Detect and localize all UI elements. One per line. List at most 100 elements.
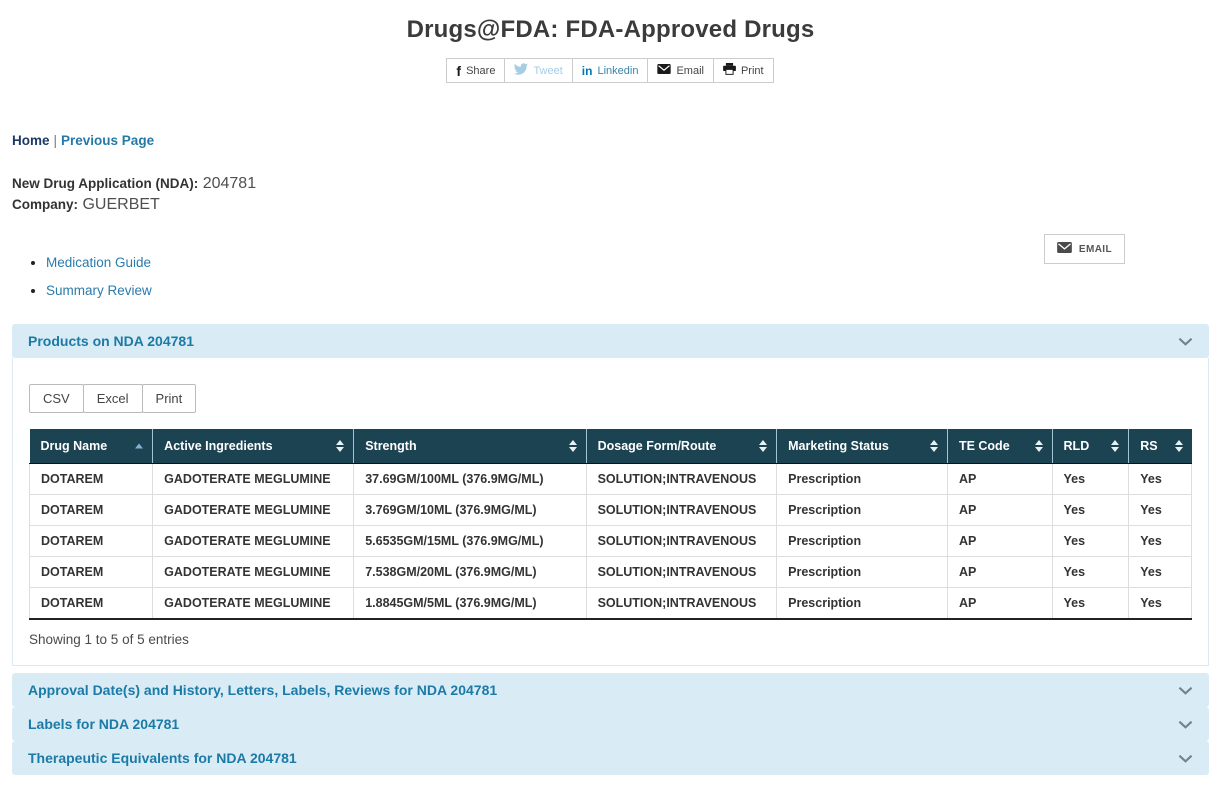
- quick-links-list: Medication Guide Summary Review: [46, 255, 1221, 298]
- products-table: Drug Name Active Ingredients Strength Dosag…: [28, 429, 1192, 620]
- nda-value: 204781: [202, 175, 257, 192]
- list-item: Summary Review: [46, 283, 1221, 298]
- tweet-label: Tweet: [533, 64, 563, 77]
- list-item: Medication Guide: [46, 255, 1221, 270]
- accordion-title: Approval Date(s) and History, Letters, L…: [28, 682, 498, 698]
- table-cell: 7.538GM/20ML (376.9MG/ML): [353, 556, 587, 588]
- breadcrumb: Home | Previous Page: [12, 133, 1221, 148]
- table-cell: Yes: [1051, 494, 1130, 526]
- linkedin-share-button[interactable]: in Linkedin: [571, 58, 649, 83]
- csv-export-button[interactable]: CSV: [29, 384, 84, 413]
- table-cell: DOTAREM: [28, 556, 154, 588]
- previous-page-link[interactable]: Previous Page: [61, 133, 155, 148]
- accordion-approval-header[interactable]: Approval Date(s) and History, Letters, L…: [12, 673, 1209, 707]
- printer-icon: [723, 63, 736, 78]
- medication-guide-link[interactable]: Medication Guide: [46, 255, 152, 270]
- table-cell: AP: [946, 463, 1053, 495]
- excel-export-button[interactable]: Excel: [82, 384, 143, 413]
- chevron-down-icon: [1178, 686, 1193, 695]
- table-cell: AP: [946, 494, 1053, 526]
- table-row: DOTAREM GADOTERATE MEGLUMINE 7.538GM/20ML …: [28, 556, 1192, 588]
- table-cell: Yes: [1051, 556, 1130, 588]
- linkedin-label: Linkedin: [597, 64, 639, 77]
- table-cell: Yes: [1128, 463, 1192, 495]
- twitter-tweet-button[interactable]: Tweet: [504, 58, 573, 83]
- breadcrumb-separator: |: [53, 133, 58, 148]
- accordion-therapeutic-header[interactable]: Therapeutic Equivalents for NDA 204781: [12, 741, 1209, 775]
- chevron-down-icon: [1178, 337, 1193, 346]
- accordion-labels-header[interactable]: Labels for NDA 204781: [12, 707, 1209, 741]
- share-button-row: f Share Tweet in Linkedin Email Print: [0, 58, 1221, 83]
- table-header-row: Drug Name Active Ingredients Strength Dosag…: [29, 429, 1192, 464]
- table-row: DOTAREM GADOTERATE MEGLUMINE 5.6535GM/15ML…: [28, 525, 1192, 557]
- column-header-rld[interactable]: RLD: [1052, 429, 1130, 464]
- column-header-rs[interactable]: RS: [1128, 429, 1192, 464]
- home-link[interactable]: Home: [12, 133, 50, 148]
- facebook-share-button[interactable]: f Share: [446, 58, 506, 83]
- table-cell: Prescription: [776, 463, 948, 495]
- column-header-strength[interactable]: Strength: [353, 429, 587, 464]
- table-cell: SOLUTION;INTRAVENOUS: [585, 494, 778, 526]
- email-share-button[interactable]: Email: [647, 58, 714, 83]
- table-cell: Yes: [1128, 587, 1192, 620]
- export-button-group: CSV Excel Print: [29, 384, 1192, 413]
- accordion-title: Therapeutic Equivalents for NDA 204781: [28, 750, 297, 766]
- table-cell: AP: [946, 525, 1053, 557]
- sort-icon: [336, 440, 345, 452]
- twitter-icon: [514, 63, 529, 78]
- table-cell: 1.8845GM/5ML (376.9MG/ML): [353, 587, 587, 620]
- table-cell: GADOTERATE MEGLUMINE: [152, 556, 355, 588]
- sort-ascending-icon: [135, 443, 144, 449]
- table-cell: Yes: [1128, 525, 1192, 557]
- chevron-down-icon: [1178, 720, 1193, 729]
- table-cell: Yes: [1128, 556, 1192, 588]
- table-cell: SOLUTION;INTRAVENOUS: [585, 587, 778, 620]
- email-share-label: Email: [676, 64, 704, 77]
- sort-icon: [929, 440, 938, 452]
- sort-icon: [1034, 440, 1043, 452]
- table-row: DOTAREM GADOTERATE MEGLUMINE 1.8845GM/5ML …: [28, 587, 1192, 620]
- share-label: Share: [466, 64, 496, 77]
- email-button-label: EMAIL: [1078, 243, 1112, 255]
- application-meta: New Drug Application (NDA): 204781 Compa…: [12, 174, 1221, 215]
- print-share-button[interactable]: Print: [712, 58, 774, 83]
- print-label: Print: [740, 64, 764, 77]
- envelope-icon: [1057, 242, 1072, 256]
- accordion-area: Products on NDA 204781 CSV Excel Print D…: [12, 324, 1209, 775]
- table-cell: AP: [946, 587, 1053, 620]
- accordion-title: Labels for NDA 204781: [28, 716, 180, 732]
- table-cell: Yes: [1128, 494, 1192, 526]
- table-cell: 5.6535GM/15ML (376.9MG/ML): [353, 525, 587, 557]
- print-export-button[interactable]: Print: [141, 384, 197, 413]
- column-header-marketing-status[interactable]: Marketing Status: [776, 429, 948, 464]
- table-cell: Yes: [1051, 525, 1130, 557]
- company-value: GUERBET: [82, 196, 160, 213]
- column-header-active-ingredients[interactable]: Active Ingredients: [152, 429, 355, 464]
- table-cell: GADOTERATE MEGLUMINE: [152, 587, 355, 620]
- column-header-dosage-form-route[interactable]: Dosage Form/Route: [586, 429, 778, 464]
- table-cell: DOTAREM: [28, 587, 154, 620]
- facebook-icon: f: [456, 62, 462, 79]
- table-row: DOTAREM GADOTERATE MEGLUMINE 37.69GM/100ML…: [28, 463, 1192, 495]
- table-cell: Prescription: [776, 525, 948, 557]
- table-cell: DOTAREM: [28, 525, 154, 557]
- products-table-body: DOTAREM GADOTERATE MEGLUMINE 37.69GM/100ML…: [28, 463, 1192, 620]
- sort-icon: [1174, 440, 1183, 452]
- table-cell: Yes: [1051, 463, 1130, 495]
- sort-icon: [568, 440, 577, 452]
- envelope-icon: [657, 64, 672, 77]
- company-label: Company:: [12, 197, 79, 212]
- column-header-te-code[interactable]: TE Code: [947, 429, 1053, 464]
- column-header-drug-name[interactable]: Drug Name: [29, 429, 154, 464]
- table-cell: 3.769GM/10ML (376.9MG/ML): [353, 494, 587, 526]
- table-cell: SOLUTION;INTRAVENOUS: [585, 556, 778, 588]
- table-cell: 37.69GM/100ML (376.9MG/ML): [353, 463, 587, 495]
- table-cell: GADOTERATE MEGLUMINE: [152, 525, 355, 557]
- table-cell: Prescription: [776, 587, 948, 620]
- table-cell: Prescription: [776, 556, 948, 588]
- email-button[interactable]: EMAIL: [1043, 234, 1125, 264]
- sort-icon: [1111, 440, 1120, 452]
- summary-review-link[interactable]: Summary Review: [46, 283, 152, 298]
- accordion-products-header[interactable]: Products on NDA 204781: [12, 324, 1209, 358]
- chevron-down-icon: [1178, 754, 1193, 763]
